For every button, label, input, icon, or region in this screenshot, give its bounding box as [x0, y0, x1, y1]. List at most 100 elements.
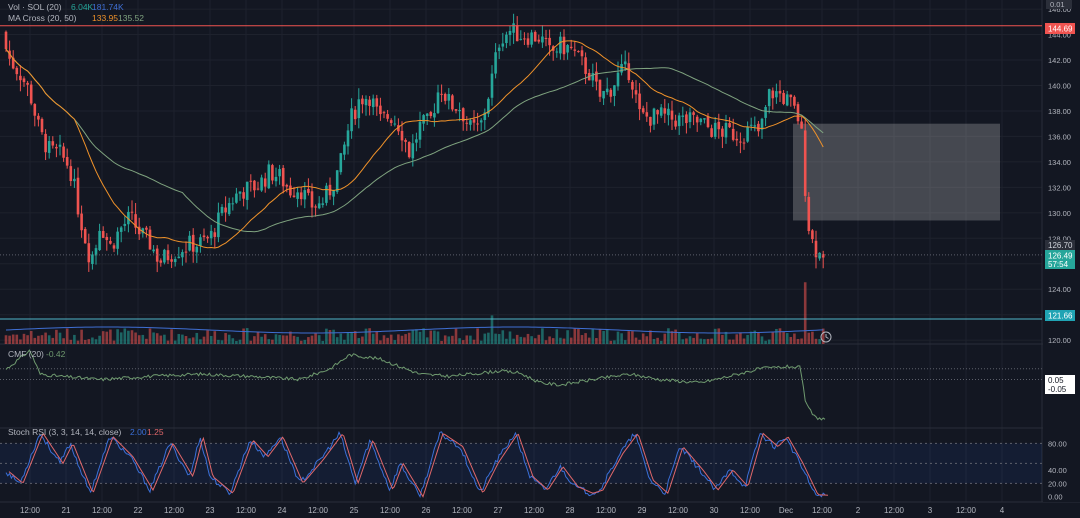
volume-bar — [177, 334, 181, 344]
candle-body — [397, 125, 400, 132]
candle-body — [15, 67, 19, 75]
time-axis[interactable]: 12:00 21 12:00 22 12:00 23 12:00 24 12:00 25 12:00… — [20, 506, 1005, 515]
legend-stoch-name[interactable]: Stoch RSI (3, 3, 14, 14, close) — [8, 427, 122, 437]
candle-body — [501, 43, 505, 47]
candle-body — [717, 121, 721, 130]
volume-bar — [551, 338, 555, 344]
time-tick-label: 4 — [1000, 506, 1005, 515]
volume-bar — [159, 335, 163, 344]
candle-body — [591, 73, 595, 81]
volume-bar — [598, 328, 602, 344]
cmf-tags-bg — [1045, 375, 1075, 394]
candle-body — [404, 139, 407, 142]
candle-body — [206, 236, 209, 239]
volume-bar — [357, 338, 361, 344]
legend-stoch-d-value: 1.25 — [147, 427, 164, 437]
time-tick-label: Dec — [779, 506, 793, 515]
candle-body — [339, 153, 343, 173]
time-tick-label: 28 — [566, 506, 575, 515]
volume-bar — [800, 338, 803, 344]
candle-body — [87, 243, 91, 263]
volume-bar — [91, 337, 94, 344]
volume-bar — [645, 336, 649, 344]
clock-icon[interactable] — [820, 331, 832, 343]
candle-body — [249, 180, 253, 182]
candle-body — [155, 248, 159, 262]
time-tick-label: 12:00 — [884, 506, 905, 515]
volume-bar — [530, 336, 533, 344]
volume-bar — [105, 331, 109, 344]
volume-bar — [119, 332, 123, 344]
volume-bar — [213, 331, 217, 344]
candle-body — [663, 108, 667, 114]
stoch-k-line — [5, 430, 826, 499]
time-tick-label: 12:00 — [812, 506, 833, 515]
candle-body — [566, 45, 569, 53]
volume-bar — [307, 337, 310, 344]
volume-bar — [677, 332, 681, 344]
candle-body — [782, 92, 785, 104]
volume-bar — [458, 338, 461, 344]
volume-bar — [638, 339, 641, 344]
volume-bar — [274, 334, 278, 344]
volume-bar — [87, 339, 91, 344]
time-tick-label: 12:00 — [308, 506, 329, 515]
candle-body — [29, 84, 33, 104]
price-tick-label: 124.00 — [1048, 285, 1071, 294]
candle-body — [289, 185, 292, 196]
volume-bar — [526, 333, 530, 344]
volume-bar — [519, 336, 523, 344]
countdown-tag: 57:54 — [1048, 260, 1069, 269]
candle-body — [695, 116, 699, 123]
volume-bar — [821, 328, 825, 344]
volume-bar — [537, 334, 541, 344]
candle-body — [436, 92, 440, 113]
legend-vol-name[interactable]: Vol · SOL (20) — [8, 2, 62, 12]
grid — [0, 0, 1042, 502]
volume-bar — [595, 337, 598, 344]
candle-body — [807, 196, 811, 231]
candle-body — [523, 38, 526, 40]
price-tick-label: 136.00 — [1048, 132, 1071, 141]
volume-bar — [350, 331, 353, 344]
candle-body — [548, 37, 551, 46]
stoch-tick-label: 20.00 — [1048, 479, 1067, 488]
candle-body — [411, 143, 415, 159]
time-tick-label: 12:00 — [596, 506, 617, 515]
volume-bar — [425, 337, 429, 344]
volume-bar — [62, 338, 65, 344]
candle-body — [134, 214, 137, 228]
candle-body — [418, 121, 422, 140]
candle-body — [713, 122, 717, 137]
volume-bar — [112, 340, 116, 344]
volume-bar — [364, 328, 368, 344]
candle-body — [361, 98, 364, 105]
candle-body — [19, 75, 22, 81]
candle-body — [465, 122, 469, 124]
volume-bars — [4, 282, 825, 344]
volume-bar — [692, 337, 695, 344]
stoch-rsi-panel — [0, 430, 1042, 499]
volume-bar — [422, 328, 425, 344]
candle-body — [494, 52, 497, 74]
volume-bar — [512, 338, 515, 344]
highlight-box[interactable] — [793, 123, 1000, 221]
legend-ma-name[interactable]: MA Cross (20, 50) — [8, 13, 77, 23]
volume-bar — [699, 338, 703, 344]
volume-bar — [235, 340, 238, 344]
volume-bar — [166, 340, 170, 344]
legend-ma50-value: 135.52 — [118, 13, 144, 23]
volume-bar — [130, 330, 134, 344]
volume-bar — [22, 333, 26, 344]
legend-cmf-name[interactable]: CMF (20) — [8, 349, 44, 359]
legend-vol-value-1: 6.04K — [71, 2, 94, 12]
ma50-line — [5, 48, 824, 233]
candle-body — [569, 46, 573, 49]
current-price-tag-bg — [1045, 250, 1075, 269]
candle-body — [656, 110, 659, 115]
time-tick-label: 12:00 — [668, 506, 689, 515]
candle-body — [577, 51, 580, 53]
candle-body — [368, 99, 371, 106]
candle-body — [314, 206, 317, 208]
